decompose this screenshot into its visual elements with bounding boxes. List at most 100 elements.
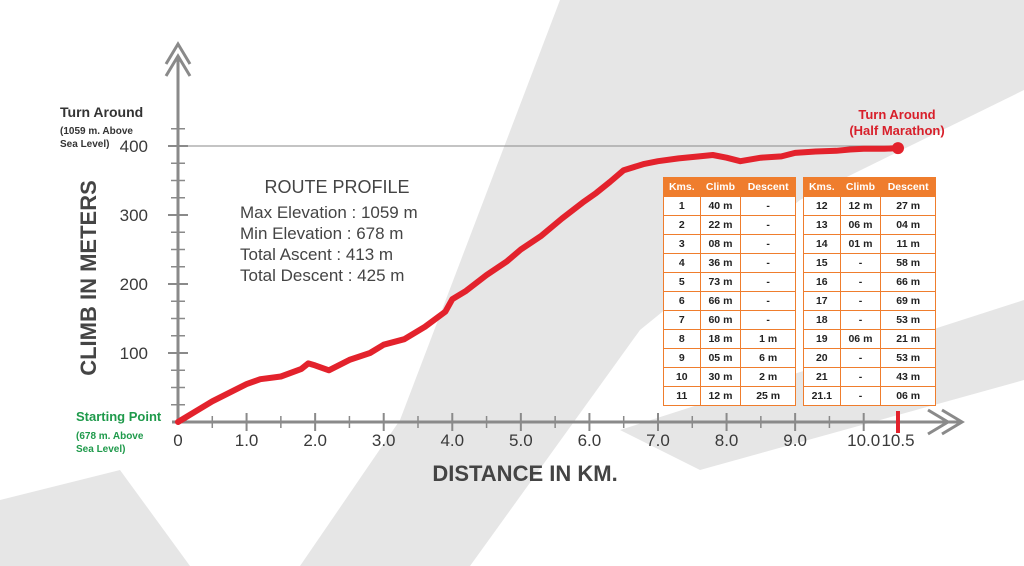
cell-km: 3: [663, 234, 701, 254]
cell-descent: -: [740, 253, 796, 273]
cell-km: 12: [803, 196, 841, 216]
cell-descent: 53 m: [880, 348, 936, 368]
cell-km: 11: [663, 386, 701, 406]
table-row: 21-43 m: [803, 367, 936, 387]
x-tick-label: 10.5: [881, 431, 914, 450]
x-tick-label: 1.0: [235, 431, 259, 450]
x-tick-label: 6.0: [578, 431, 602, 450]
cell-km: 2: [663, 215, 701, 235]
y-axis-title: CLIMB IN METERS: [76, 180, 101, 376]
cell-descent: 11 m: [880, 234, 936, 254]
cell-climb: -: [839, 348, 882, 368]
cell-km: 17: [803, 291, 841, 311]
table-row: 11 12 m 25 m: [663, 386, 796, 406]
x-tick-label: 0: [173, 431, 182, 450]
route-profile-heading: ROUTE PROFILE: [264, 177, 409, 197]
turn-around-point: [891, 142, 904, 155]
y-tick-label: 100: [120, 344, 148, 363]
cell-km: 1: [663, 196, 701, 216]
table-row: 1 40 m-: [663, 196, 796, 216]
x-tick-label: 5.0: [509, 431, 533, 450]
cell-climb: -: [839, 310, 882, 330]
cell-descent: -: [740, 234, 796, 254]
cell-descent: -: [740, 196, 796, 216]
turn-around-right-subtitle: (Half Marathon): [849, 123, 944, 138]
cell-descent: 6 m: [740, 348, 796, 368]
table-row: 7 60 m-: [663, 310, 796, 330]
x-tick-label: 4.0: [440, 431, 464, 450]
cell-climb: -: [839, 291, 882, 311]
cell-climb: 01 m: [839, 234, 882, 254]
table-row: 15-58 m: [803, 253, 936, 273]
split-table-left: Kms. Climb Descent 1 40 m -2 22 m -3 08 m -4 36…: [663, 177, 796, 406]
table-row: 19 06 m 21 m: [803, 329, 936, 349]
x-tick-label: 2.0: [303, 431, 327, 450]
header-descent: Descent: [880, 177, 936, 197]
cell-descent: 69 m: [880, 291, 936, 311]
cell-km: 8: [663, 329, 701, 349]
cell-descent: 06 m: [880, 386, 936, 406]
cell-km: 14: [803, 234, 841, 254]
cell-climb: 18 m: [699, 329, 742, 349]
turn-around-left-line2: Sea Level): [60, 139, 109, 150]
cell-descent: 58 m: [880, 253, 936, 273]
cell-descent: 53 m: [880, 310, 936, 330]
cell-climb: -: [839, 253, 882, 273]
x-axis-title: DISTANCE IN KM.: [432, 461, 617, 486]
cell-climb: 22 m: [699, 215, 742, 235]
cell-climb: 30 m: [699, 367, 742, 387]
cell-km: 19: [803, 329, 841, 349]
cell-climb: 12 m: [839, 196, 882, 216]
cell-km: 20: [803, 348, 841, 368]
cell-descent: -: [740, 215, 796, 235]
table-row: 12 12 m 27 m: [803, 196, 936, 216]
cell-climb: 06 m: [839, 215, 882, 235]
table-row: 20-53 m: [803, 348, 936, 368]
table-header-row: Kms. Climb Descent: [663, 177, 796, 197]
header-kms: Kms.: [663, 177, 701, 197]
start-point-title: Starting Point: [76, 409, 162, 424]
cell-climb: 12 m: [699, 386, 742, 406]
cell-climb: 66 m: [699, 291, 742, 311]
elevation-series-line: [175, 145, 901, 425]
cell-descent: 1 m: [740, 329, 796, 349]
turn-around-right-title: Turn Around: [858, 107, 935, 122]
x-ticks: 0 1.0 2.0 3.0 4.0 5.0 6.0 7.0 8.0 9.0 10.0 10.5: [173, 413, 915, 450]
table-row: 18-53 m: [803, 310, 936, 330]
header-climb: Climb: [699, 177, 742, 197]
turn-around-left-line1: (1059 m. Above: [60, 126, 133, 137]
cell-descent: -: [740, 291, 796, 311]
x-tick-label: 7.0: [646, 431, 670, 450]
table-row: 5 73 m-: [663, 272, 796, 292]
cell-climb: -: [839, 386, 882, 406]
cell-descent: 43 m: [880, 367, 936, 387]
table-header-row: Kms. Climb Descent: [803, 177, 936, 197]
cell-km: 13: [803, 215, 841, 235]
cell-climb: -: [839, 367, 882, 387]
table-row: 4 36 m-: [663, 253, 796, 273]
cell-climb: 05 m: [699, 348, 742, 368]
header-kms: Kms.: [803, 177, 841, 197]
start-point-line2: Sea Level): [76, 444, 125, 455]
table-row: 17-69 m: [803, 291, 936, 311]
cell-descent: 2 m: [740, 367, 796, 387]
cell-descent: 04 m: [880, 215, 936, 235]
header-descent: Descent: [740, 177, 796, 197]
cell-climb: 06 m: [839, 329, 882, 349]
cell-km: 15: [803, 253, 841, 273]
start-point-line1: (678 m. Above: [76, 431, 144, 442]
y-tick-label: 400: [120, 137, 148, 156]
table-row: 21.1-06 m: [803, 386, 936, 406]
x-tick-label: 10.0: [847, 431, 880, 450]
x-tick-label: 9.0: [783, 431, 807, 450]
table-row: 6 66 m-: [663, 291, 796, 311]
cell-climb: 36 m: [699, 253, 742, 273]
cell-climb: -: [839, 272, 882, 292]
y-ticks: 100 200 300 400: [120, 137, 188, 363]
cell-descent: 21 m: [880, 329, 936, 349]
